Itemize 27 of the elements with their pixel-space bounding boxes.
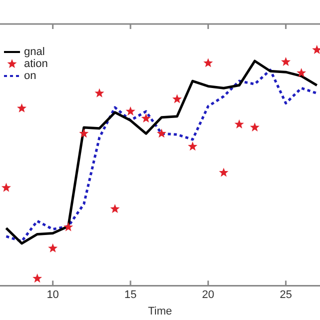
point [48,243,58,252]
legend-label: ation [24,58,48,70]
point [1,182,11,192]
point [296,68,306,78]
point [188,142,198,151]
point [79,128,89,138]
x-tick-label: 20 [202,289,214,302]
point [16,103,27,112]
point [203,58,213,68]
x-tick-label: 10 [46,289,59,302]
point [141,114,151,123]
legend-label: on [24,70,36,82]
point [156,128,166,138]
point [172,94,182,104]
point [64,222,74,232]
point [250,122,260,132]
x-axis-title: Time [148,305,172,318]
legend-label: gnal [24,46,45,58]
x-tick-label: 25 [280,289,292,302]
point [234,119,244,128]
point [126,106,136,116]
point [110,204,120,214]
point [281,56,291,66]
point [218,168,228,177]
point [94,88,104,98]
x-tick-label: 15 [124,289,137,302]
point [32,274,42,283]
